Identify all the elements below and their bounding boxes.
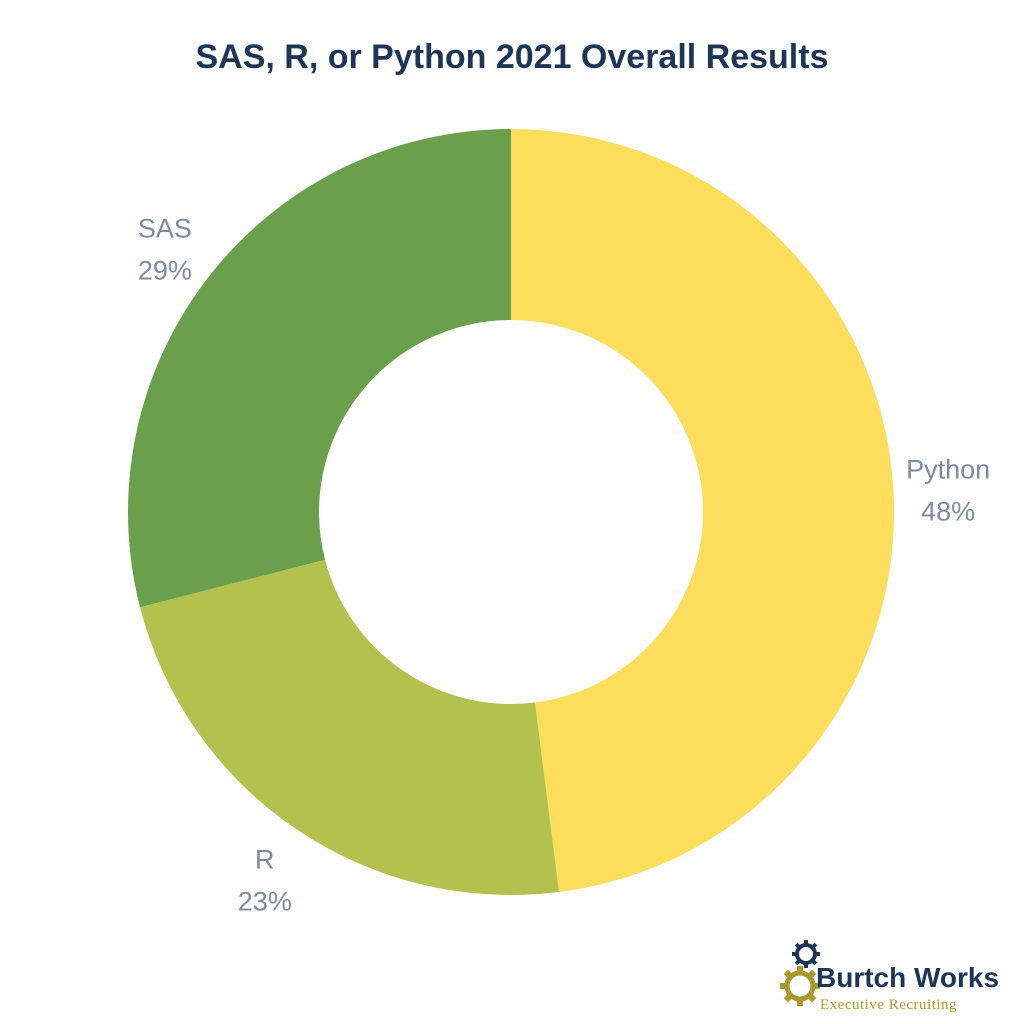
logo-brand: Burtch Works: [816, 962, 1000, 993]
burtch-works-logo: Burtch Works Executive Recruiting: [778, 938, 1018, 1018]
gear-icon: [780, 940, 820, 1006]
slice-r: [140, 559, 560, 895]
chart-title: SAS, R, or Python 2021 Overall Results: [195, 38, 829, 76]
slice-value-sas: 29%: [138, 256, 192, 286]
slice-python: [511, 129, 895, 892]
slice-label-r: R: [255, 844, 275, 874]
slice-label-python: Python: [906, 454, 990, 484]
slice-sas: [127, 129, 511, 608]
slice-value-r: 23%: [238, 886, 292, 916]
label-group: Python 48% R 23% SAS 29%: [138, 214, 990, 917]
slice-label-sas: SAS: [138, 214, 192, 244]
slice-value-python: 48%: [921, 496, 975, 526]
logo-tagline: Executive Recruiting: [820, 997, 958, 1013]
slice-group: [127, 129, 895, 895]
